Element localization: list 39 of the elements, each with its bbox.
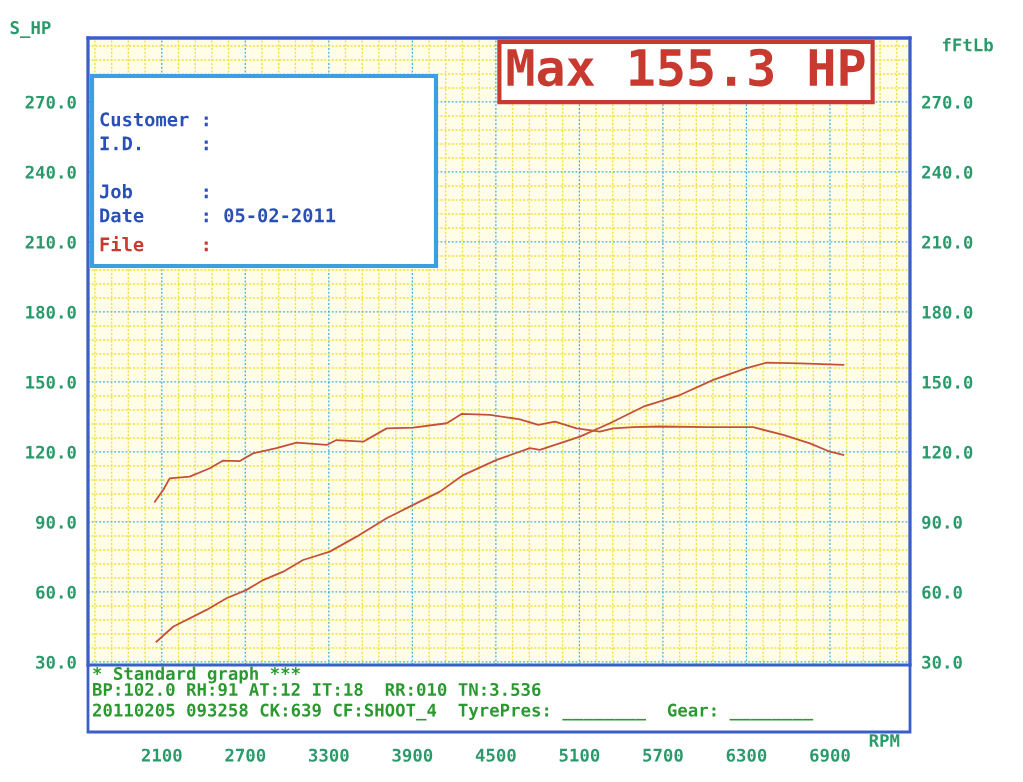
x-tick-label: 5700 [643, 748, 683, 762]
annotation: Date : 05-02-2011 [100, 208, 336, 223]
x-tick-label: 4500 [475, 748, 516, 762]
x-tick-label: 3300 [308, 748, 349, 762]
annotation: Customer : [100, 112, 208, 127]
line-series [155, 361, 845, 643]
y2-tick-label: 120.0 [922, 445, 973, 459]
annotation: Job : [100, 183, 208, 199]
x-tick-label: 3900 [392, 748, 433, 762]
y-tick-label: 60.0 [36, 585, 76, 599]
y2-tick-label: 180.0 [922, 305, 973, 319]
y-axis-title: S_HP [10, 21, 51, 38]
x-tick-label: 5100 [559, 748, 600, 762]
y2-tick-label: 30.0 [922, 655, 962, 669]
y-tick-label: 150.0 [26, 375, 76, 389]
annotation: Max 155.3 HP [507, 48, 865, 87]
y2-tick-label: 270.0 [922, 95, 973, 109]
y2-axis-title: fFtLb [942, 38, 993, 52]
y-tick-label: 210.0 [25, 235, 76, 249]
y-tick-label: 180.0 [26, 305, 76, 319]
y2-tick-label: 210.0 [922, 235, 973, 249]
x-tick-label: 2700 [225, 748, 266, 762]
x-tick-label: 6900 [810, 748, 850, 762]
annotation: I.D. : [100, 136, 208, 151]
x-tick-label: 2100 [141, 748, 182, 762]
text: * Standard graph *** [93, 666, 300, 684]
y2-tick-label: 240.0 [922, 165, 973, 179]
y2-tick-label: 90.0 [922, 515, 962, 529]
y2-tick-label: 150.0 [922, 375, 973, 389]
annotation: File : [100, 235, 208, 252]
y2-tick-label: 60.0 [922, 585, 962, 599]
y-tick-label: 30.0 [36, 655, 76, 669]
y-tick-label: 90.0 [36, 515, 76, 529]
y-tick-label: 240.0 [25, 165, 76, 179]
y-tick-label: 120.0 [26, 445, 76, 459]
x-axis-title: RPM [869, 734, 900, 747]
y-tick-label: 270.0 [25, 95, 76, 109]
x-tick-label: 6300 [726, 748, 767, 762]
text: 20110205 093258 CK:639 CF:SHOOT_4 TyrePres: ________ Gear: ________ [92, 703, 814, 721]
